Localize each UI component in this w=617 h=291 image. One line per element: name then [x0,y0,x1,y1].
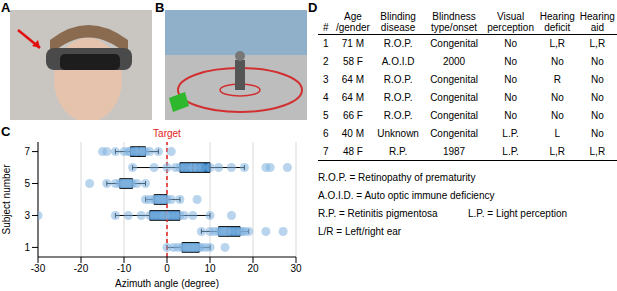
html-text:R.P. = Retinitis pigmentosa: R.P. = Retinitis pigmentosa [318,208,438,219]
html-text:66 F: 66 F [342,110,363,121]
html-text:64 M: 64 M [341,74,364,85]
html-text:No: No [590,110,604,121]
html-text:2000: 2000 [442,56,466,67]
svg-text:10: 10 [204,263,216,274]
html-text:deficit: deficit [544,22,571,33]
html-text:R: R [553,74,561,85]
html-text:3: 3 [322,74,329,85]
html-text:Hearing: Hearing [539,11,575,22]
html-text:2: 2 [322,56,329,67]
html-text:L: L [554,128,561,139]
html-text:L,R: L,R [589,145,606,157]
html-text:40 M: 40 M [341,128,364,139]
html-text:Age: Age [344,11,362,22]
html-text:L,R: L,R [549,38,566,50]
html-text:R.O.P.: R.O.P. [383,92,413,103]
html-text:R.P.: R.P. [389,145,408,157]
html-text:L/R = Left/right ear: L/R = Left/right ear [318,226,402,237]
html-text:58 F: 58 F [342,56,363,67]
html-text:Congenital: Congenital [430,110,478,121]
html-text:No: No [504,38,517,50]
svg-text:5: 5 [24,178,30,189]
html-text:aid: aid [590,22,604,33]
html-text:R.O.P.: R.O.P. [383,38,413,50]
svg-text:-20: -20 [74,263,89,274]
svg-text:3: 3 [24,210,30,221]
svg-text:Subject number: Subject number [1,164,12,235]
html-text:B: B [155,0,165,15]
html-text:Congenital: Congenital [430,38,478,50]
html-text:No: No [504,110,517,121]
html-text:L.P. = Light perception: L.P. = Light perception [468,208,568,219]
html-text:L,R: L,R [589,38,606,50]
html-text:1987: 1987 [442,145,466,157]
svg-text:20: 20 [247,263,259,274]
html-text:disease: disease [380,22,416,33]
html-text:Congenital: Congenital [430,74,478,85]
html-text:No: No [590,56,604,67]
html-text:6: 6 [322,128,329,139]
html-text:No: No [550,110,564,121]
svg-text:30: 30 [290,263,302,274]
html-text:L.P.: L.P. [502,145,519,157]
svg-text:1: 1 [24,242,30,253]
svg-text:7: 7 [24,146,30,157]
html-text:No: No [590,74,604,85]
html-text:No: No [504,56,517,67]
html-text:Hearing: Hearing [579,11,615,22]
html-text:Congenital: Congenital [430,92,478,103]
svg-text:Azimuth angle (degree): Azimuth angle (degree) [115,278,219,289]
html-text:48 F: 48 F [342,145,363,157]
html-text:Blinding: Blinding [380,11,416,22]
html-text:C: C [1,124,11,139]
html-text:R.O.P.: R.O.P. [383,74,413,85]
html-text:No: No [504,74,517,85]
html-text:R.O.P.: R.O.P. [383,110,413,121]
svg-text:Target: Target [153,128,181,139]
html-text:A.O.I.D: A.O.I.D [381,56,415,67]
html-text:1: 1 [322,38,329,50]
html-text:71 M: 71 M [341,38,364,50]
html-text:A: A [1,0,11,15]
html-text:type/onset: type/onset [431,22,478,33]
html-text:7: 7 [322,145,329,157]
html-text:No: No [550,56,564,67]
html-text:L.P.: L.P. [502,128,519,139]
html-text:Congenital: Congenital [430,128,478,139]
html-text:Unknown: Unknown [377,128,419,139]
html-text:Visual: Visual [497,11,525,22]
html-text:D: D [308,0,318,15]
html-text:4: 4 [322,92,329,103]
html-text:L,R: L,R [549,145,566,157]
html-text:64 M: 64 M [341,92,364,103]
html-text:No: No [590,128,604,139]
html-text:A.O.I.D. = Auto optic immune d: A.O.I.D. = Auto optic immune deficiency [318,190,495,201]
html-text:5: 5 [322,110,329,121]
html-text:No: No [590,92,604,103]
html-text:/gender: /gender [335,22,370,33]
svg-text:-10: -10 [117,263,132,274]
html-text:perception: perception [487,22,534,33]
html-text:Blindness: Blindness [432,11,476,22]
html-text:No: No [504,92,517,103]
html-text:R.O.P. = Retinopathy of premat: R.O.P. = Retinopathy of prematurity [318,172,476,183]
svg-text:-30: -30 [31,263,46,274]
svg-text:0: 0 [164,263,170,274]
html-text:No: No [550,92,564,103]
